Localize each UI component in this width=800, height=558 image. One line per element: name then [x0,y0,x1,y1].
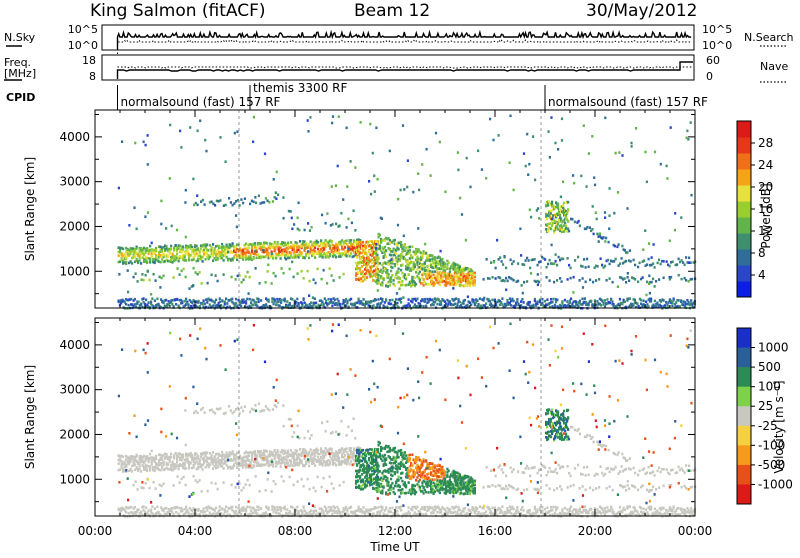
colorbar-swatch [737,484,751,504]
nsky-tick-high: 10^5 [68,23,98,36]
colorbar-swatch [737,367,751,387]
freq-unit-label: [MHz] [4,67,36,80]
colorbar-swatch [737,249,751,266]
colorbar-tick-label: 1000 [758,341,789,355]
colorbar-swatch [737,217,751,234]
velocity-panel: 1000 2000 3000 4000 [59,318,696,518]
nave-label: Nave [760,60,788,73]
cpid-segment-label: normalsound (fast) 157 RF [121,95,281,109]
nsearch-tick-high: 10^5 [702,23,732,36]
freq-panel [102,55,694,80]
power-y-axis-label: Slant Range [km] [23,157,37,261]
freq-tick-low: 8 [89,70,96,83]
colorbar-swatch [737,185,751,202]
freq-tick-high: 18 [82,54,96,67]
colorbar-swatch [737,465,751,485]
y-tick-label: 1000 [59,264,90,278]
nsky-trace [118,32,692,49]
colorbar-tick-label: 28 [758,136,773,150]
freq-trace [118,62,694,79]
colorbar-tick-label: 500 [758,360,781,374]
colorbar-tick-label: 24 [758,158,773,172]
nave-tick-low: 0 [706,70,713,83]
colorbar-swatch [737,445,751,465]
colorbar-swatch [737,233,751,250]
colorbar-swatch [737,265,751,282]
y-tick-label: 4000 [59,338,90,352]
colorbar-swatch [737,121,751,138]
x-tick-label: 12:00 [378,524,413,538]
nsearch-tick-low: 10^0 [702,39,732,52]
colorbar-swatch [737,169,751,186]
velocity-y-axis-label: Slant Range [km] [23,365,37,469]
colorbar-tick-label: 4 [758,268,766,282]
time-axis-labels: 00:00 04:00 08:00 12:00 16:00 20:00 00:00 [78,524,713,538]
cpid-label: CPID [6,91,35,104]
x-tick-label: 04:00 [178,524,213,538]
beam-title: Beam 12 [354,1,430,21]
colorbar-swatch [737,281,751,298]
nsky-panel [102,25,694,54]
cpid-segment-label: themis 3300 RF [253,81,347,95]
y-tick-label: 4000 [59,130,90,144]
nsky-label: N.Sky [4,31,36,44]
date-title: 30/May/2012 [586,1,698,21]
colorbar-swatch [737,387,751,407]
colorbar-swatch [737,201,751,218]
power-panel: 1000 2000 3000 4000 [59,110,696,310]
x-tick-label: 20:00 [578,524,613,538]
nsearch-trace [118,40,692,54]
x-tick-label: 08:00 [278,524,313,538]
nsky-tick-low: 10^0 [68,39,98,52]
x-tick-label: 00:00 [678,524,713,538]
site-title: King Salmon (fitACF) [90,1,266,21]
colorbar-swatch [737,153,751,170]
y-tick-label: 1000 [59,472,90,486]
colorbar-swatch [737,426,751,446]
velocity-colorbar-label: Velocity [m s⁻¹] [772,380,786,473]
y-tick-label: 3000 [59,383,90,397]
y-tick-label: 2000 [59,219,90,233]
nave-tick-high: 60 [706,54,720,67]
power-colorbar-label: Power [dB] [759,183,773,248]
colorbar-tick-label: -1000 [758,477,793,491]
nave-trace [118,67,692,68]
colorbar-swatch [737,406,751,426]
cpid-segment-label: normalsound (fast) 157 RF [548,95,708,109]
colorbar-swatch [737,348,751,368]
colorbar-tick-label: 25 [758,399,773,413]
x-axis-label: Time UT [369,540,420,554]
colorbar-swatch [737,137,751,154]
x-tick-label: 00:00 [78,524,113,538]
y-tick-label: 3000 [59,175,90,189]
colorbar-swatch [737,328,751,348]
nsearch-label: N.Search [744,31,794,44]
y-tick-label: 2000 [59,427,90,441]
x-tick-label: 16:00 [478,524,513,538]
